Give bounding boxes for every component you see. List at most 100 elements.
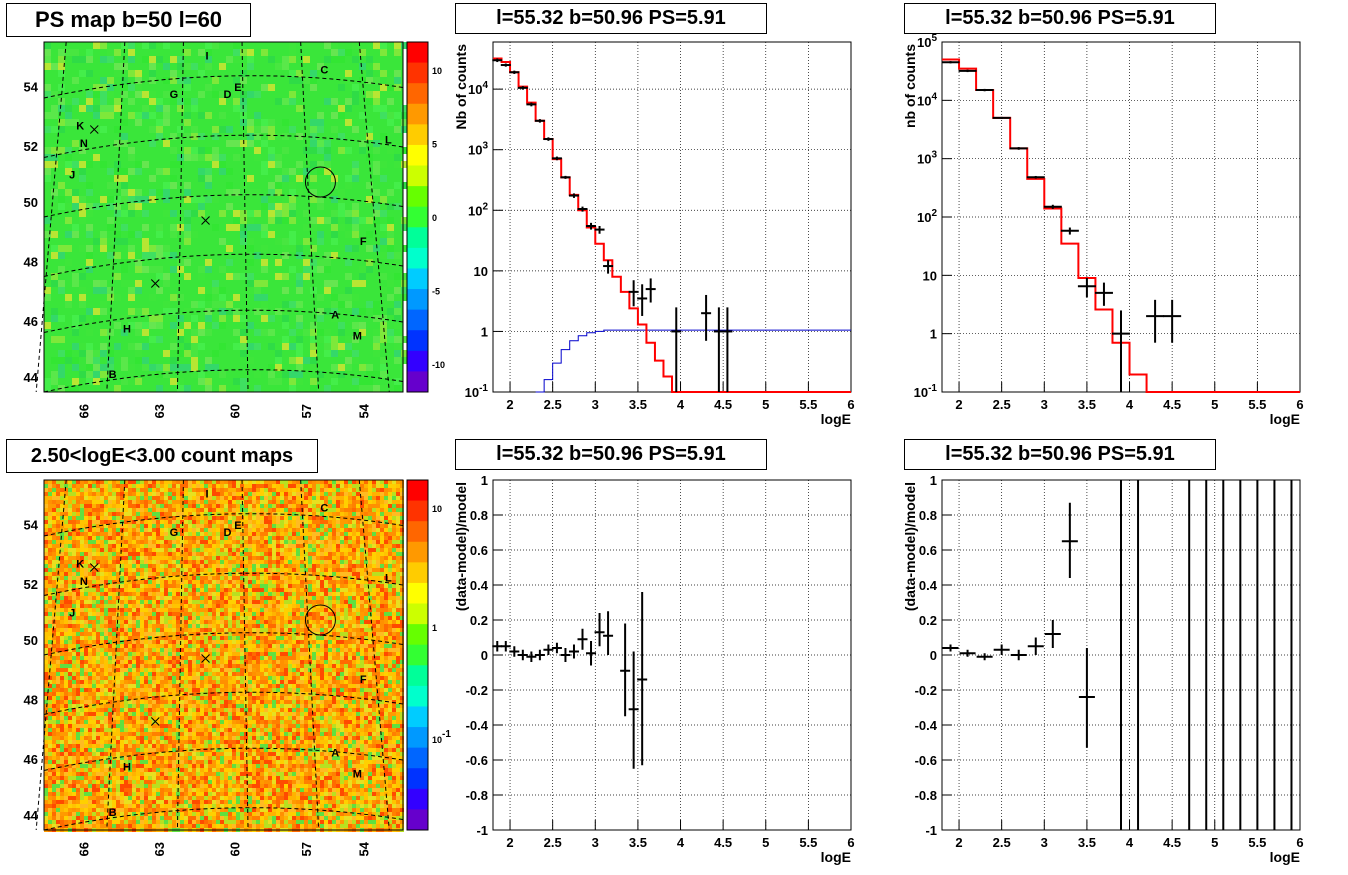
map-pixel [56, 568, 60, 572]
map-pixel [400, 556, 404, 560]
map-pixel [168, 548, 172, 552]
map-pixel [108, 552, 112, 556]
map-pixel [364, 500, 368, 504]
map-pixel [304, 536, 308, 540]
map-pixel [56, 552, 60, 556]
map-pixel [328, 496, 332, 500]
map-pixel [64, 548, 68, 552]
map-pixel [96, 628, 100, 632]
map-pixel [400, 560, 404, 564]
map-pixel [240, 608, 244, 612]
map-pixel [308, 544, 312, 548]
map-pixel [160, 512, 164, 516]
map-pixel [296, 508, 300, 512]
map-pixel [84, 584, 88, 588]
map-pixel [268, 624, 272, 628]
map-pixel [104, 648, 108, 652]
map-pixel [376, 616, 380, 620]
map-pixel [168, 556, 172, 560]
map-pixel [332, 640, 336, 644]
map-pixel [44, 484, 48, 488]
map-pixel [100, 536, 104, 540]
map-pixel [156, 119, 163, 126]
map-pixel [79, 343, 86, 350]
map-pixel [340, 568, 344, 572]
map-pixel [304, 612, 308, 616]
map-pixel [160, 480, 164, 484]
map-pixel [48, 484, 52, 488]
map-pixel [392, 568, 396, 572]
map-pixel [172, 556, 176, 560]
map-pixel [96, 612, 100, 616]
map-pixel [142, 322, 149, 329]
map-pixel [224, 536, 228, 540]
map-pixel [384, 632, 388, 636]
map-pixel [52, 616, 56, 620]
map-pixel [360, 520, 364, 524]
map-pixel [120, 576, 124, 580]
map-pixel [317, 161, 324, 168]
map-pixel [224, 488, 228, 492]
map-pixel [60, 620, 64, 624]
map-pixel [136, 548, 140, 552]
map-pixel [224, 580, 228, 584]
map-pixel [328, 480, 332, 484]
map-pixel [344, 596, 348, 600]
map-pixel [331, 217, 338, 224]
map-pixel [308, 524, 312, 528]
map-pixel [380, 480, 384, 484]
map-pixel [76, 560, 80, 564]
map-pixel [338, 322, 345, 329]
map-pixel [316, 512, 320, 516]
colorbar-segment [407, 62, 428, 84]
map-pixel [184, 616, 188, 620]
map-pixel [108, 504, 112, 508]
map-pixel [196, 532, 200, 536]
map-pixel [96, 512, 100, 516]
map-pixel [68, 536, 72, 540]
map-pixel [128, 378, 135, 385]
map-pixel [80, 576, 84, 580]
map-pixel [324, 56, 331, 63]
map-pixel [124, 528, 128, 532]
map-pixel [312, 536, 316, 540]
map-pixel [124, 512, 128, 516]
map-pixel [224, 604, 228, 608]
map-pixel [51, 105, 58, 112]
map-pixel [96, 520, 100, 524]
map-pixel [204, 584, 208, 588]
map-y-tick-label: 52 [24, 139, 38, 154]
map-pixel [240, 640, 244, 644]
map-pixel [216, 632, 220, 636]
map-pixel [100, 196, 107, 203]
map-pixel [132, 596, 136, 600]
map-pixel [124, 500, 128, 504]
map-pixel [254, 343, 261, 350]
map-pixel [60, 512, 64, 516]
map-pixel [144, 492, 148, 496]
map-pixel [100, 480, 104, 484]
map-pixel [72, 77, 79, 84]
map-pixel [48, 548, 52, 552]
map-pixel [212, 294, 219, 301]
map-pixel [392, 548, 396, 552]
map-pixel [121, 182, 128, 189]
map-pixel [384, 524, 388, 528]
map-pixel [192, 584, 196, 588]
map-pixel [128, 42, 135, 49]
map-pixel [176, 608, 180, 612]
map-pixel [176, 484, 180, 488]
map-pixel [324, 168, 331, 175]
map-pixel [303, 70, 310, 77]
map-pixel [366, 371, 373, 378]
map-pixel [136, 524, 140, 528]
map-pixel [328, 508, 332, 512]
map-pixel [372, 604, 376, 608]
map-pixel [96, 540, 100, 544]
map-pixel [360, 496, 364, 500]
map-pixel [359, 140, 366, 147]
map-pixel [196, 604, 200, 608]
map-pixel [272, 496, 276, 500]
map-pixel [352, 540, 356, 544]
map-pixel [76, 532, 80, 536]
